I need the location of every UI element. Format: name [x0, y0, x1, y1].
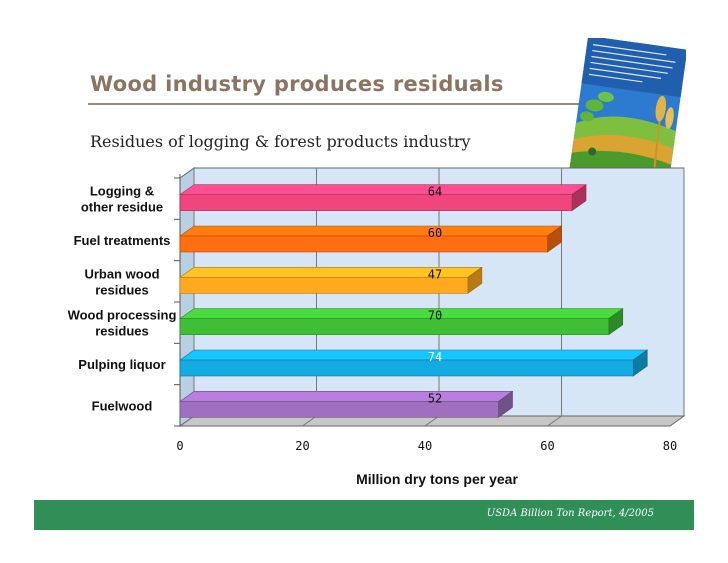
bar — [179, 401, 499, 418]
data-label: 52 — [428, 391, 442, 405]
bar-top — [179, 225, 563, 237]
data-label: 74 — [428, 350, 442, 364]
category-label: Fuelwood — [92, 398, 153, 413]
data-label: 70 — [428, 309, 442, 323]
bar — [179, 194, 573, 211]
category-label: residues — [95, 282, 148, 297]
category-label: other residue — [81, 200, 163, 215]
category-label: Wood processing — [68, 308, 177, 323]
x-tick-label: 40 — [418, 439, 432, 453]
x-axis-label: Million dry tons per year — [356, 471, 518, 487]
x-tick-label: 0 — [176, 439, 183, 453]
data-label: 47 — [428, 267, 442, 281]
floor-gridline — [547, 415, 562, 427]
title-divider — [88, 103, 613, 105]
category-label: Pulping liquor — [78, 357, 165, 372]
floor-gridline — [179, 415, 195, 427]
footer-bar: USDA Billion Ton Report, 4/2005 — [34, 500, 694, 530]
x-tick-label: 80 — [663, 439, 677, 453]
bar-top — [179, 391, 514, 402]
x-tick-label: 60 — [540, 439, 554, 453]
slide-title: Wood industry produces residuals — [90, 72, 504, 96]
category-label: residues — [95, 324, 148, 339]
bar — [179, 235, 548, 253]
category-label: Urban wood — [84, 266, 159, 281]
bar-top — [179, 349, 649, 361]
slide-subtitle: Residues of logging & forest products in… — [90, 132, 471, 151]
bar — [179, 277, 469, 294]
bar-top — [179, 184, 587, 195]
x-tick-label: 20 — [295, 439, 309, 453]
source-citation: USDA Billion Ton Report, 4/2005 — [486, 508, 654, 519]
floor-gridline — [669, 415, 685, 427]
floor-gridline — [424, 415, 440, 427]
category-label: Logging & — [90, 184, 154, 199]
bar — [179, 318, 610, 335]
data-label: 64 — [428, 185, 442, 199]
bar-top — [179, 308, 624, 319]
category-label: Fuel treatments — [74, 233, 171, 248]
data-label: 60 — [428, 226, 442, 240]
bar — [179, 359, 634, 377]
floor-gridline — [302, 415, 317, 427]
